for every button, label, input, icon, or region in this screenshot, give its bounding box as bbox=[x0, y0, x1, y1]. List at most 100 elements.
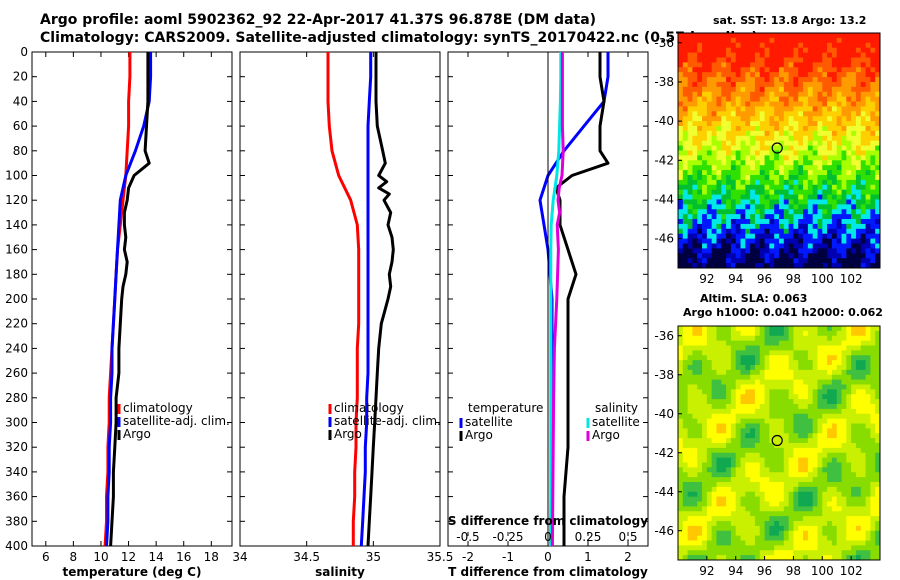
sst-map-ytick-label: -38 bbox=[654, 75, 674, 89]
diff-legend-heading-temperature: temperature bbox=[468, 401, 543, 415]
sal-xlabel: salinity bbox=[315, 565, 365, 579]
temp-xtick-label: 8 bbox=[70, 550, 78, 564]
sla-map-field bbox=[678, 326, 881, 561]
temp-xtick-label: 18 bbox=[204, 550, 219, 564]
sla-map-ytick-label: -36 bbox=[654, 329, 674, 343]
depth-tick-label: 280 bbox=[5, 391, 28, 405]
sst-map-xtick-label: 100 bbox=[811, 272, 834, 286]
sst-map-xtick-label: 98 bbox=[786, 272, 801, 286]
diff-temp-legend-label: satellite bbox=[465, 415, 513, 429]
depth-tick-label: 0 bbox=[20, 45, 28, 59]
sst-map-argo-marker bbox=[771, 142, 783, 154]
depth-tick-label: 400 bbox=[5, 539, 28, 553]
sst-map-ytick-label: -36 bbox=[654, 36, 674, 50]
temp-legend-label: climatology bbox=[123, 401, 193, 415]
temp-panel-frame bbox=[31, 51, 233, 547]
depth-tick-label: 140 bbox=[5, 218, 28, 232]
sla-map-xtick-label: 92 bbox=[699, 564, 714, 578]
temp-xtick-label: 16 bbox=[176, 550, 191, 564]
diff-series-s-satellite bbox=[548, 52, 563, 547]
sal-xtick-label: 34.5 bbox=[293, 550, 320, 564]
sst-map-xtick-label: 102 bbox=[840, 272, 863, 286]
sst-map-field bbox=[678, 33, 881, 269]
sst-map-ytick-label: -44 bbox=[654, 192, 674, 206]
sal-xtick-label: 34 bbox=[232, 550, 247, 564]
temp-series-satellite-adj-clim- bbox=[105, 52, 153, 547]
sst-map-xtick-label: 94 bbox=[728, 272, 743, 286]
diff-xtick-label: 2 bbox=[624, 550, 632, 564]
temp-xtick-label: 14 bbox=[148, 550, 163, 564]
temp-legend-label: Argo bbox=[123, 427, 151, 441]
depth-tick-label: 160 bbox=[5, 243, 28, 257]
sla-map-ytick-label: -42 bbox=[654, 446, 674, 460]
diff-top-tick-label: 0.25 bbox=[575, 530, 602, 544]
sla-map-title: Altim. SLA: 0.063 bbox=[700, 292, 808, 305]
temp-xtick-label: 12 bbox=[121, 550, 136, 564]
depth-tick-label: 40 bbox=[13, 94, 28, 108]
diff-xtick-label: -2 bbox=[462, 550, 474, 564]
diff-top-tick-label: -0.25 bbox=[492, 530, 523, 544]
sla-map-ytick-label: -38 bbox=[654, 368, 674, 382]
depth-tick-label: 200 bbox=[5, 292, 28, 306]
diff-top-tick-label: -0.5 bbox=[456, 530, 479, 544]
temp-xlabel: temperature (deg C) bbox=[63, 565, 202, 579]
temp-series-argo bbox=[109, 52, 151, 547]
diff-top-tick-label: 0.5 bbox=[618, 530, 637, 544]
depth-tick-label: 380 bbox=[5, 514, 28, 528]
depth-tick-label: 260 bbox=[5, 366, 28, 380]
sal-legend-label: climatology bbox=[334, 401, 404, 415]
sal-legend-label: satellite-adj. clim. bbox=[334, 414, 441, 428]
sal-legend-label: Argo bbox=[334, 427, 362, 441]
diff-temp-legend-label: Argo bbox=[465, 428, 493, 442]
sla-map-subtitle: Argo h1000: 0.041 h2000: 0.062 bbox=[683, 306, 883, 319]
sst-map-title: sat. SST: 13.8 Argo: 13.2 bbox=[713, 14, 867, 27]
diff-legend-heading-salinity: salinity bbox=[595, 401, 638, 415]
sal-series-argo bbox=[366, 52, 395, 547]
depth-tick-label: 80 bbox=[13, 144, 28, 158]
sst-map-ytick-label: -46 bbox=[654, 232, 674, 246]
depth-tick-label: 120 bbox=[5, 193, 28, 207]
depth-tick-label: 360 bbox=[5, 490, 28, 504]
diff-xlabel: T difference from climatology bbox=[448, 565, 648, 579]
sla-map-xtick-label: 100 bbox=[811, 564, 834, 578]
sal-xtick-label: 35.5 bbox=[427, 550, 454, 564]
sla-map-xtick-label: 102 bbox=[840, 564, 863, 578]
depth-tick-label: 20 bbox=[13, 70, 28, 84]
depth-tick-label: 100 bbox=[5, 169, 28, 183]
diff-sal-legend-label: satellite bbox=[592, 415, 640, 429]
diff-series-s-argo bbox=[550, 52, 565, 547]
sla-map-argo-marker bbox=[771, 434, 783, 447]
diff-xtick-label: 1 bbox=[584, 550, 592, 564]
sla-map-ytick-label: -46 bbox=[654, 524, 674, 538]
diff-xtick-label: -1 bbox=[502, 550, 514, 564]
sla-map-xtick-label: 96 bbox=[757, 564, 772, 578]
sal-series-climatology bbox=[326, 52, 361, 546]
diff-xlabel-top: S difference from climatology bbox=[448, 514, 648, 528]
chart-title-line1: Argo profile: aoml 5902362_92 22-Apr-201… bbox=[40, 12, 597, 28]
depth-tick-label: 300 bbox=[5, 416, 28, 430]
sal-panel-frame bbox=[239, 51, 441, 547]
temp-xtick-label: 10 bbox=[93, 550, 108, 564]
depth-tick-label: 340 bbox=[5, 465, 28, 479]
sla-map-xtick-label: 94 bbox=[728, 564, 743, 578]
chart-title-line2: Climatology: CARS2009. Satellite-adjuste… bbox=[40, 30, 758, 46]
sst-map-ytick-label: -42 bbox=[654, 153, 674, 167]
sst-map-ytick-label: -40 bbox=[654, 114, 674, 128]
sst-map-xtick-label: 92 bbox=[699, 272, 714, 286]
diff-xtick-label: 0 bbox=[544, 550, 552, 564]
sla-map-ytick-label: -44 bbox=[654, 485, 674, 499]
temp-xtick-label: 6 bbox=[42, 550, 50, 564]
sla-map-xtick-label: 98 bbox=[786, 564, 801, 578]
diff-sal-legend-label: Argo bbox=[592, 428, 620, 442]
depth-tick-label: 180 bbox=[5, 267, 28, 281]
depth-tick-label: 320 bbox=[5, 440, 28, 454]
temp-legend-label: satellite-adj. clim. bbox=[123, 414, 230, 428]
depth-tick-label: 240 bbox=[5, 341, 28, 355]
sal-xtick-label: 35 bbox=[366, 550, 381, 564]
sla-map-frame bbox=[677, 325, 881, 561]
sst-map-frame bbox=[677, 32, 881, 269]
diff-top-tick-label: 0 bbox=[544, 530, 552, 544]
depth-tick-label: 60 bbox=[13, 119, 28, 133]
sla-map-ytick-label: -40 bbox=[654, 407, 674, 421]
